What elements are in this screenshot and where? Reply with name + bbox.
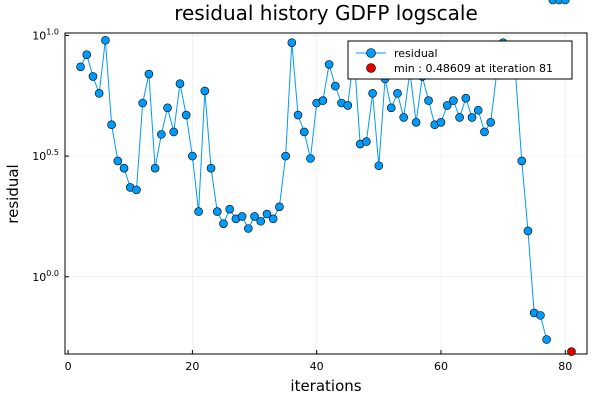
series-line-0 xyxy=(80,40,548,340)
data-point xyxy=(299,127,309,137)
data-point xyxy=(523,226,533,236)
x-axis-label: iterations xyxy=(290,377,361,395)
min-point xyxy=(567,347,576,356)
data-point xyxy=(206,163,216,173)
data-point xyxy=(150,163,160,173)
data-point xyxy=(275,202,284,212)
x-tick-label: 60 xyxy=(434,360,448,373)
data-point xyxy=(268,214,278,224)
data-point xyxy=(542,335,551,344)
data-point xyxy=(399,113,408,122)
data-point xyxy=(331,81,340,91)
data-point xyxy=(368,89,377,98)
data-point xyxy=(181,110,191,120)
y-tick-label: 101.0 xyxy=(32,27,59,42)
data-point xyxy=(113,156,123,166)
data-point xyxy=(393,89,402,98)
y-tick-label: 100.5 xyxy=(32,148,59,163)
data-point xyxy=(362,137,371,146)
data-point xyxy=(237,212,247,221)
y-axis-ticks: 100.0 100.5 101.0 xyxy=(32,27,69,284)
data-point xyxy=(225,204,234,214)
data-point xyxy=(486,118,495,127)
data-point xyxy=(287,38,297,47)
data-point xyxy=(200,86,210,96)
x-tick-label: 0 xyxy=(65,360,72,373)
data-point xyxy=(411,118,421,127)
data-point xyxy=(293,110,303,120)
data-point xyxy=(219,219,228,228)
x-tick-label: 20 xyxy=(185,360,199,373)
legend: residual min : 0.48609 at iteration 81 xyxy=(347,40,573,80)
data-point xyxy=(76,62,85,72)
x-tick-label: 80 xyxy=(558,360,572,373)
data-point xyxy=(467,113,477,122)
data-point xyxy=(157,130,166,139)
data-point xyxy=(455,113,464,122)
data-point xyxy=(473,105,483,115)
data-point xyxy=(536,311,545,320)
data-point xyxy=(107,120,116,130)
y-tick-label: 100.0 xyxy=(32,269,59,284)
data-point xyxy=(442,101,452,110)
data-point xyxy=(212,207,222,216)
legend-min-label: min : 0.48609 at iteration 81 xyxy=(394,62,553,75)
legend-residual-label: residual xyxy=(394,47,438,60)
data-point xyxy=(424,96,433,105)
plot-frame xyxy=(64,32,588,355)
data-point xyxy=(250,212,259,221)
data-point xyxy=(554,0,564,5)
data-point xyxy=(436,118,446,127)
grid xyxy=(65,33,587,354)
data-point xyxy=(256,216,266,226)
data-point xyxy=(82,50,92,60)
data-point xyxy=(262,209,272,219)
data-point xyxy=(244,224,253,233)
legend-box xyxy=(347,40,573,80)
y-axis-label: residual xyxy=(4,164,22,223)
data-point xyxy=(281,151,290,161)
x-tick-label: 40 xyxy=(310,360,324,373)
data-point xyxy=(163,103,172,113)
data-point xyxy=(119,163,129,173)
data-point xyxy=(374,161,384,171)
legend-residual-marker xyxy=(366,48,376,58)
data-point xyxy=(175,79,185,88)
data-point xyxy=(343,101,353,110)
data-point xyxy=(324,60,334,69)
data-point xyxy=(386,103,396,113)
x-axis-ticks: 0 20 40 60 80 xyxy=(65,350,572,373)
chart-title: residual history GDFP logscale xyxy=(174,1,478,25)
data-point xyxy=(88,72,98,81)
data-point xyxy=(548,0,558,5)
data-point xyxy=(169,127,179,137)
data-point xyxy=(94,89,104,98)
data-point xyxy=(194,207,203,216)
data-point xyxy=(318,96,328,105)
data-point xyxy=(306,154,315,163)
data-point xyxy=(138,98,147,108)
data-point xyxy=(188,151,197,161)
data-point xyxy=(480,127,489,137)
data-point xyxy=(132,185,141,195)
legend-min-marker xyxy=(366,63,376,73)
data-point xyxy=(517,156,527,166)
data-point xyxy=(449,96,458,105)
data-point xyxy=(560,0,570,5)
data-point xyxy=(144,69,154,79)
data-point xyxy=(461,93,471,103)
data-point xyxy=(101,35,110,45)
